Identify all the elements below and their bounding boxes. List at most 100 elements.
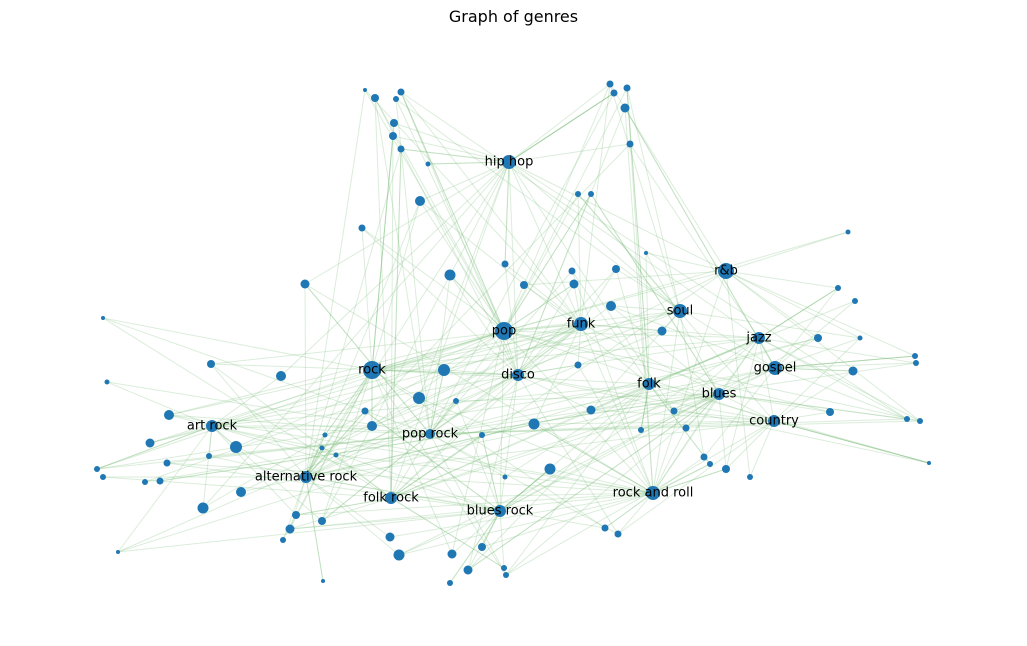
graph-edge [210,363,307,478]
graph-edge [324,369,373,436]
graph-edge [305,374,519,478]
graph-edge [149,425,213,444]
graph-edge [703,367,776,458]
graph-edge [508,161,675,412]
graph-edge [168,414,213,427]
graph-edge [508,143,631,163]
graph-node [292,511,300,519]
graph-node [280,537,286,543]
graph-edge [517,107,626,376]
graph-edge [390,270,727,499]
graph-edge [652,310,681,494]
graph-edge [321,447,501,512]
graph-edge [419,200,650,385]
graph-node [606,80,614,88]
graph-node [601,524,609,532]
graph-edge [324,434,654,494]
graph-node [206,453,212,459]
graph-edge [305,410,366,478]
node-label-rock-and-roll: rock and roll [613,486,694,501]
graph-node [528,418,540,430]
graph-edge [648,383,675,412]
graph-edge [305,148,402,478]
graph-edge [429,418,908,435]
graph-edge [609,83,681,312]
graph-edge [725,231,849,272]
node-label-blues: blues [702,387,737,402]
graph-edge [429,433,507,576]
graph-edge [392,135,510,163]
graph-edge [240,323,582,493]
graph-edge [305,434,326,478]
graph-edge [503,323,582,332]
graph-edge [640,383,650,431]
graph-edge [280,161,510,377]
graph-node [638,427,644,433]
graph-edge [305,476,324,582]
graph-edge [304,283,431,435]
graph-edge [117,510,501,553]
graph-edge [679,310,705,458]
graph-edge [481,434,501,512]
graph-edge [400,91,505,332]
graph-edge [398,510,501,556]
graph-edge [289,369,373,530]
graph-edge [590,193,720,395]
graph-node [917,418,923,424]
graph-node [722,465,730,473]
graph-edge [449,274,505,332]
graph-node [574,361,582,369]
graph-edge [508,161,681,312]
graph-edge [467,510,501,571]
graph-edge [390,492,654,499]
node-label-funk: funk [567,317,596,332]
graph-edge [455,393,720,402]
graph-edge [533,323,582,425]
graph-edge [210,363,392,499]
graph-edge [640,383,650,431]
graph-edge [718,393,831,413]
graph-edge [517,268,617,376]
graph-edge [168,414,431,435]
graph-edge [505,393,720,576]
graph-node [367,421,377,431]
graph-edge [774,355,916,369]
graph-edge [305,323,582,478]
graph-node [626,140,634,148]
graph-edge [305,420,775,478]
graph-edge [504,263,582,325]
graph-edge [166,462,654,494]
graph-node [707,461,713,467]
graph-edge [96,433,431,470]
graph-edge [211,425,501,512]
graph-edge [617,492,654,535]
graph-edge [758,287,839,339]
graph-edge [371,330,663,371]
graph-edge [117,425,213,553]
graph-edge [429,433,506,478]
graph-edge [624,107,776,369]
graph-edge [652,393,720,494]
graph-edge [419,200,505,332]
graph-edge [725,337,760,470]
graph-edge [685,393,720,429]
graph-edge [429,420,775,435]
graph-node [606,301,616,311]
graph-edge [427,161,510,165]
nodes-layer [94,80,931,586]
graph-edge [725,420,775,470]
graph-edge [102,317,431,435]
graph-edge [429,330,505,435]
graph-edge [211,374,519,427]
graph-edge [390,374,519,499]
graph-node [623,84,631,92]
graph-edge [371,369,606,529]
graph-edge [393,122,510,163]
graph-node [413,392,425,404]
node-art-rock [206,420,218,432]
node-alternative-rock [300,471,312,483]
graph-node [826,408,834,416]
graph-node [393,549,405,561]
graph-edge [427,161,510,165]
graph-edge [725,270,916,357]
